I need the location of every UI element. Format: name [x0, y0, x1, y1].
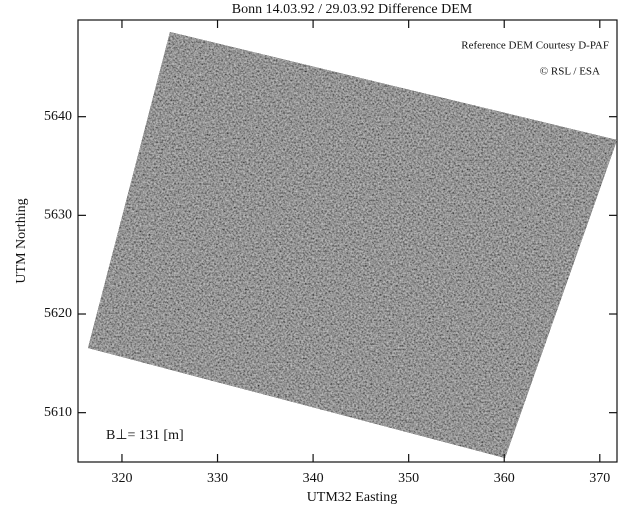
x-tick-label: 340 [303, 471, 324, 486]
chart: Bonn 14.03.92 / 29.03.92 Difference DEM … [0, 0, 627, 510]
y-tick-label: 5630 [44, 208, 72, 223]
x-tick-label: 370 [589, 471, 610, 486]
y-tick-label: 5620 [44, 306, 72, 321]
x-tick-label: 360 [494, 471, 515, 486]
x-tick-label: 320 [111, 471, 132, 486]
annotation: B⊥= 131 [m] [106, 428, 184, 443]
y-tick-label: 5640 [44, 109, 72, 124]
dem-image [78, 20, 617, 462]
y-tick-label: 5610 [44, 405, 72, 420]
annotation: © RSL / ESA [540, 66, 600, 78]
x-tick-label: 330 [207, 471, 228, 486]
chart-title: Bonn 14.03.92 / 29.03.92 Difference DEM [232, 2, 473, 17]
y-axis-label: UTM Northing [14, 198, 29, 283]
dem-texture [78, 20, 617, 462]
annotation: Reference DEM Courtesy D-PAF [461, 40, 609, 52]
x-tick-label: 350 [398, 471, 419, 486]
x-axis-label: UTM32 Easting [307, 490, 398, 505]
